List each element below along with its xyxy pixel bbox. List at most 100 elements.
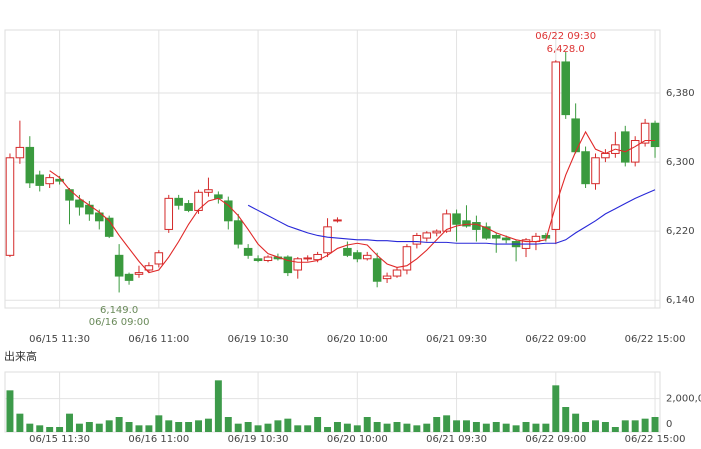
volume-bar (413, 425, 421, 432)
volume-bar (115, 417, 123, 432)
volume-bar (234, 423, 242, 432)
candle-body (412, 234, 422, 245)
candle-body (323, 226, 332, 254)
candle-body (382, 275, 392, 280)
volume-bar (165, 420, 173, 432)
candle-body (581, 151, 590, 185)
annotation: 06/16 09:00 (89, 317, 150, 328)
candle-body (591, 157, 600, 185)
x-tick-label: 06/20 10:00 (327, 334, 388, 345)
candle-body (541, 234, 551, 239)
candle-body (432, 230, 441, 234)
volume-bar (16, 413, 24, 432)
volume-bar (423, 423, 431, 432)
candle-body (422, 232, 432, 239)
volume-bar (244, 422, 252, 432)
y-tick-label: 6,300 (666, 157, 695, 168)
price-frame (4, 29, 661, 309)
volume-bar (66, 413, 73, 432)
x-tick-label: 06/21 09:30 (426, 334, 487, 345)
volume-bar (641, 418, 649, 432)
candle-body (333, 219, 342, 222)
x-tick-label: 06/16 11:00 (128, 334, 189, 345)
volume-bar (343, 423, 351, 432)
volume-bar (75, 423, 83, 432)
candle-body (154, 252, 164, 265)
x-tick-label: 06/16 11:00 (128, 434, 189, 445)
volume-bar (532, 423, 540, 432)
candle-body (313, 253, 322, 261)
volume-bar (621, 420, 629, 432)
candle-body (601, 152, 610, 159)
candle-body (482, 226, 491, 239)
volume-bar (95, 423, 103, 432)
candle-body (253, 258, 263, 262)
volume-bar (512, 425, 520, 432)
candle-body (204, 189, 213, 193)
candle-body (25, 146, 35, 184)
candle-body (5, 157, 15, 256)
x-tick-label: 06/21 09:30 (426, 434, 487, 445)
volume-bar (135, 425, 143, 432)
candle-body (184, 203, 193, 211)
y-tick-label: 6,140 (666, 295, 695, 306)
moving-average (49, 130, 656, 274)
candle-body (283, 256, 293, 274)
candle-body (243, 247, 253, 256)
volume-bar (294, 425, 302, 432)
volume-title: 出来高 (4, 349, 37, 363)
volume-bar (145, 425, 153, 432)
volume-bar (214, 380, 222, 432)
volume-bar (204, 418, 212, 432)
volume-bar (463, 420, 470, 432)
candle-body (462, 220, 471, 227)
candle-body (551, 61, 561, 230)
volume-bar (651, 417, 659, 432)
candle-body (442, 213, 451, 232)
candle-body (620, 131, 630, 163)
candle-body (491, 234, 501, 239)
candle-body (224, 200, 233, 222)
candle-body (472, 222, 481, 230)
x-tick-label: 06/15 11:30 (29, 434, 90, 445)
volume-bar (195, 420, 202, 432)
annotation: 06/22 09:30 (535, 31, 596, 42)
volume-bar (393, 422, 401, 432)
candle-body (114, 254, 124, 277)
candle-body (392, 269, 402, 277)
volume-bar (502, 423, 510, 432)
volume-bar (363, 417, 371, 432)
volume-bar (522, 422, 530, 432)
volume-bar (552, 385, 560, 432)
candle-body (55, 178, 64, 182)
volume-bar (274, 420, 282, 432)
volume-bar (582, 422, 590, 432)
volume-bar (36, 425, 44, 432)
volume-bar (56, 427, 64, 432)
volume-bar (333, 422, 341, 432)
volume-bar (453, 420, 461, 432)
volume-bar (284, 418, 292, 432)
candle-body (134, 272, 144, 275)
annotation: 6,149.0 (100, 305, 138, 316)
candle-body (233, 220, 243, 245)
candle-body (561, 61, 570, 116)
x-tick-label: 06/19 10:30 (228, 334, 289, 345)
candle-body (15, 146, 25, 159)
volume-bar (185, 422, 193, 432)
x-tick-label: 06/22 09:00 (525, 334, 586, 345)
candle-body (35, 174, 45, 186)
volume-bar (611, 427, 619, 432)
volume-bar (125, 422, 133, 432)
candle-body (45, 177, 54, 185)
volume-bar (373, 422, 381, 432)
candle-body (630, 140, 640, 163)
volume-bar (324, 427, 332, 432)
candle-body (343, 247, 352, 256)
volume-bar (542, 423, 550, 432)
volume-bar (631, 420, 639, 432)
candle-body (263, 256, 273, 262)
volume-bar (482, 423, 490, 432)
candle-body (452, 213, 461, 225)
